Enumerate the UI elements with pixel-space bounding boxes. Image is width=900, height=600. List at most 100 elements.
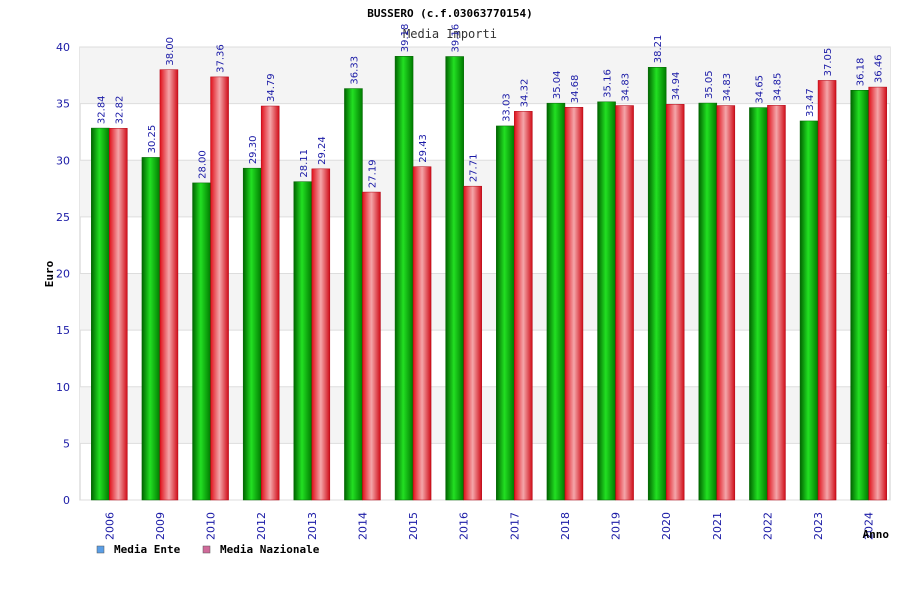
x-tick-label: 2022 <box>761 512 774 540</box>
x-axis-ticks: 2006 2009 2010 2012 2013 2014 2015 2016 2017 2018… <box>103 512 875 540</box>
bar-media-ente <box>91 127 110 501</box>
bar-media-nazionale <box>716 105 736 501</box>
bar-media-nazionale <box>564 106 584 501</box>
bar-media-nazionale <box>362 191 381 501</box>
y-tick-label: 40 <box>56 41 70 54</box>
x-tick-label: 2016 <box>458 512 471 540</box>
bar-media-nazionale <box>463 185 482 501</box>
data-label: 35.05 <box>704 70 715 99</box>
data-label: 33.47 <box>805 88 816 117</box>
data-label: 39.16 <box>451 24 462 53</box>
data-label: 34.94 <box>671 72 682 101</box>
chart-subtitle: Media Importi <box>403 27 497 41</box>
bar-media-ente <box>647 67 667 501</box>
x-tick-label: 2010 <box>205 512 218 540</box>
bar-media-ente <box>394 56 414 501</box>
bar-media-ente <box>546 102 566 501</box>
bar-media-nazionale <box>159 69 179 501</box>
bars <box>91 56 887 501</box>
data-label: 28.11 <box>299 149 310 178</box>
legend-swatch-media-nazionale <box>202 545 211 554</box>
data-label: 29.30 <box>248 136 259 165</box>
x-tick-label: 2006 <box>103 512 116 540</box>
y-tick-label: 15 <box>56 324 70 337</box>
data-label: 36.33 <box>349 56 360 85</box>
legend: Media Ente Media Nazionale <box>96 543 320 556</box>
data-label: 34.83 <box>722 73 733 102</box>
bar-media-nazionale <box>260 105 280 501</box>
bar-media-ente <box>850 90 869 501</box>
x-tick-label: 2021 <box>711 512 724 540</box>
data-label: 38.00 <box>165 37 176 66</box>
data-label: 27.19 <box>367 159 378 188</box>
data-label: 28.00 <box>198 150 209 179</box>
data-labels: 32.84 32.82 30.25 38.00 28.00 37.36 29.30 34.79… <box>96 24 884 188</box>
bar-media-ente <box>293 181 313 501</box>
bar-media-ente <box>799 120 819 501</box>
plot-band <box>80 47 890 104</box>
data-label: 37.36 <box>216 44 227 73</box>
y-tick-label: 0 <box>63 494 70 507</box>
y-axis-label: Euro <box>43 260 56 287</box>
data-label: 38.21 <box>653 35 664 64</box>
data-label: 33.03 <box>501 93 512 122</box>
data-label: 34.85 <box>772 73 783 102</box>
bar-media-nazionale <box>210 76 229 501</box>
data-label: 34.79 <box>266 73 277 102</box>
bar-media-nazionale <box>311 168 331 501</box>
x-tick-label: 2023 <box>812 512 825 540</box>
bar-media-ente <box>141 157 161 501</box>
data-label: 39.18 <box>400 24 411 53</box>
data-label: 32.84 <box>96 95 107 124</box>
bar-media-nazionale <box>868 86 887 501</box>
bar-media-nazionale <box>767 105 786 501</box>
bar-media-ente <box>698 102 718 501</box>
data-label: 30.25 <box>147 125 158 154</box>
data-label: 34.65 <box>754 75 765 104</box>
data-label: 29.24 <box>317 136 328 165</box>
x-tick-label: 2024 <box>863 512 876 540</box>
data-label: 34.68 <box>570 75 581 104</box>
bar-media-nazionale <box>514 111 533 501</box>
bar-media-ente <box>445 56 464 501</box>
chart-title: BUSSERO (c.f.03063770154) <box>367 7 533 20</box>
bar-media-ente <box>242 167 262 501</box>
x-tick-label: 2012 <box>255 512 268 540</box>
x-tick-label: 2019 <box>610 512 623 540</box>
x-tick-label: 2017 <box>508 512 521 540</box>
y-tick-label: 35 <box>56 98 70 111</box>
legend-swatch-media-ente <box>96 545 105 554</box>
bar-media-nazionale <box>817 80 837 501</box>
legend-label-media-nazionale: Media Nazionale <box>220 543 320 556</box>
bar-media-nazionale <box>665 104 685 501</box>
x-tick-label: 2009 <box>154 512 167 540</box>
bar-media-ente <box>597 101 616 501</box>
x-tick-label: 2018 <box>559 512 572 540</box>
bar-media-ente <box>749 107 768 501</box>
y-tick-label: 5 <box>63 437 70 450</box>
bar-media-nazionale <box>412 166 432 501</box>
data-label: 37.05 <box>823 48 834 77</box>
data-label: 27.71 <box>469 154 480 183</box>
data-label: 34.83 <box>621 73 632 102</box>
y-axis-ticks: 0 5 10 15 20 25 30 35 40 <box>56 41 70 507</box>
x-tick-label: 2014 <box>356 512 369 540</box>
data-label: 32.82 <box>114 96 125 125</box>
data-label: 36.46 <box>874 54 885 83</box>
bar-media-ente <box>192 182 211 501</box>
data-label: 35.04 <box>552 71 563 100</box>
bar-media-nazionale <box>109 128 128 501</box>
x-tick-label: 2013 <box>306 512 319 540</box>
y-tick-label: 30 <box>56 154 70 167</box>
y-tick-label: 25 <box>56 211 70 224</box>
x-axis-label: Anno <box>863 528 890 541</box>
data-label: 35.16 <box>603 69 614 98</box>
data-label: 29.43 <box>418 134 429 163</box>
y-tick-label: 10 <box>56 381 70 394</box>
bar-media-ente <box>496 125 515 501</box>
x-tick-label: 2015 <box>407 512 420 540</box>
data-label: 36.18 <box>856 58 867 87</box>
bar-media-ente <box>344 88 363 501</box>
data-label: 34.32 <box>519 79 530 108</box>
